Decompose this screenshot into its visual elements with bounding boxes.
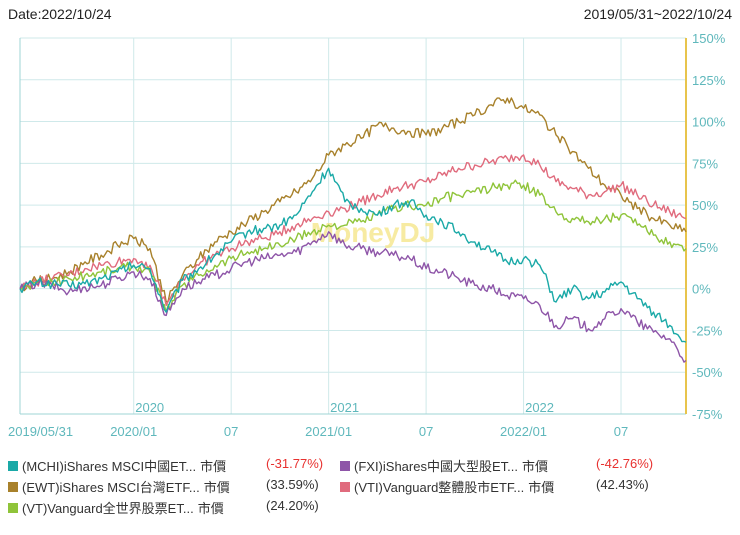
- legend-label-vt: (VT)Vanguard全世界股票ET...: [22, 501, 194, 516]
- legend-label-mchi: (MCHI)iShares MSCI中國ET...: [22, 459, 197, 474]
- y-tick-label: -50%: [692, 365, 723, 380]
- year-label: 2022: [525, 400, 554, 415]
- legend-item-mchi[interactable]: (MCHI)iShares MSCI中國ET... 市價 (-31.77%): [8, 456, 323, 474]
- legend-pct-mchi: (-31.77%): [266, 456, 324, 471]
- legend-pct-ewt: (33.59%): [266, 477, 319, 492]
- legend-swatch-mchi: [8, 460, 18, 471]
- legend-price-mchi: 市價: [200, 459, 227, 474]
- x-tick-label: 07: [419, 424, 433, 439]
- x-tick-label: 07: [224, 424, 238, 439]
- y-tick-label: 100%: [692, 115, 726, 130]
- legend-swatch-vti: [340, 481, 350, 492]
- performance-chart: 150% 125% 100% 75% 50% 25% 0% -25% -50% -75% Money…: [8, 31, 726, 439]
- legend-item-ewt[interactable]: (EWT)iShares MSCI台灣ETF... 市價 (33.59%): [8, 477, 319, 495]
- legend-pct-fxi: (-42.76%): [596, 456, 654, 471]
- legend-label-ewt: (EWT)iShares MSCI台灣ETF...: [22, 480, 200, 495]
- legend-swatch-fxi: [340, 460, 350, 471]
- legend-item-vti[interactable]: (VTI)Vanguard整體股市ETF... 市價 (42.43%): [340, 477, 649, 495]
- y-tick-label: 150%: [692, 31, 726, 46]
- legend-swatch-vt: [8, 502, 18, 513]
- legend-pct-vti: (42.43%): [596, 477, 649, 492]
- series-line: [19, 231, 687, 363]
- legend-label-vti: (VTI)Vanguard整體股市ETF...: [354, 480, 525, 495]
- legend-price-vti: 市價: [528, 480, 555, 495]
- legend-label-fxi: (FXI)iShares中國大型股ET...: [354, 459, 518, 474]
- series-line: [19, 97, 687, 303]
- legend-item-vt[interactable]: (VT)Vanguard全世界股票ET... 市價 (24.20%): [8, 498, 319, 516]
- date-range-label: 2019/05/31~2022/10/24: [583, 6, 732, 22]
- y-tick-label: -75%: [692, 407, 723, 422]
- y-tick-label: 75%: [692, 156, 718, 171]
- y-tick-label: 125%: [692, 73, 726, 88]
- legend-price-fxi: 市價: [521, 459, 548, 474]
- x-tick-label: 2021/01: [305, 424, 352, 439]
- y-tick-label: 25%: [692, 240, 718, 255]
- legend-price-vt: 市價: [197, 501, 224, 516]
- legend-item-fxi[interactable]: (FXI)iShares中國大型股ET... 市價 (-42.76%): [340, 456, 653, 474]
- series-line: [19, 154, 687, 307]
- date-label: Date:2022/10/24: [8, 6, 112, 22]
- y-tick-label: -25%: [692, 323, 723, 338]
- legend-price-ewt: 市價: [203, 480, 230, 495]
- legend-swatch-ewt: [8, 481, 18, 492]
- series-line: [19, 179, 687, 313]
- year-label: 2020: [135, 400, 164, 415]
- x-tick-label: 2020/01: [110, 424, 157, 439]
- watermark: MoneyDJ: [311, 217, 435, 248]
- y-tick-label: 50%: [692, 198, 718, 213]
- x-tick-label: 2022/01: [500, 424, 547, 439]
- x-tick-label: 07: [614, 424, 628, 439]
- year-label: 2021: [330, 400, 359, 415]
- x-tick-label: 2019/05/31: [8, 424, 73, 439]
- y-tick-label: 0%: [692, 282, 711, 297]
- series-line: [19, 167, 687, 343]
- legend-pct-vt: (24.20%): [266, 498, 319, 513]
